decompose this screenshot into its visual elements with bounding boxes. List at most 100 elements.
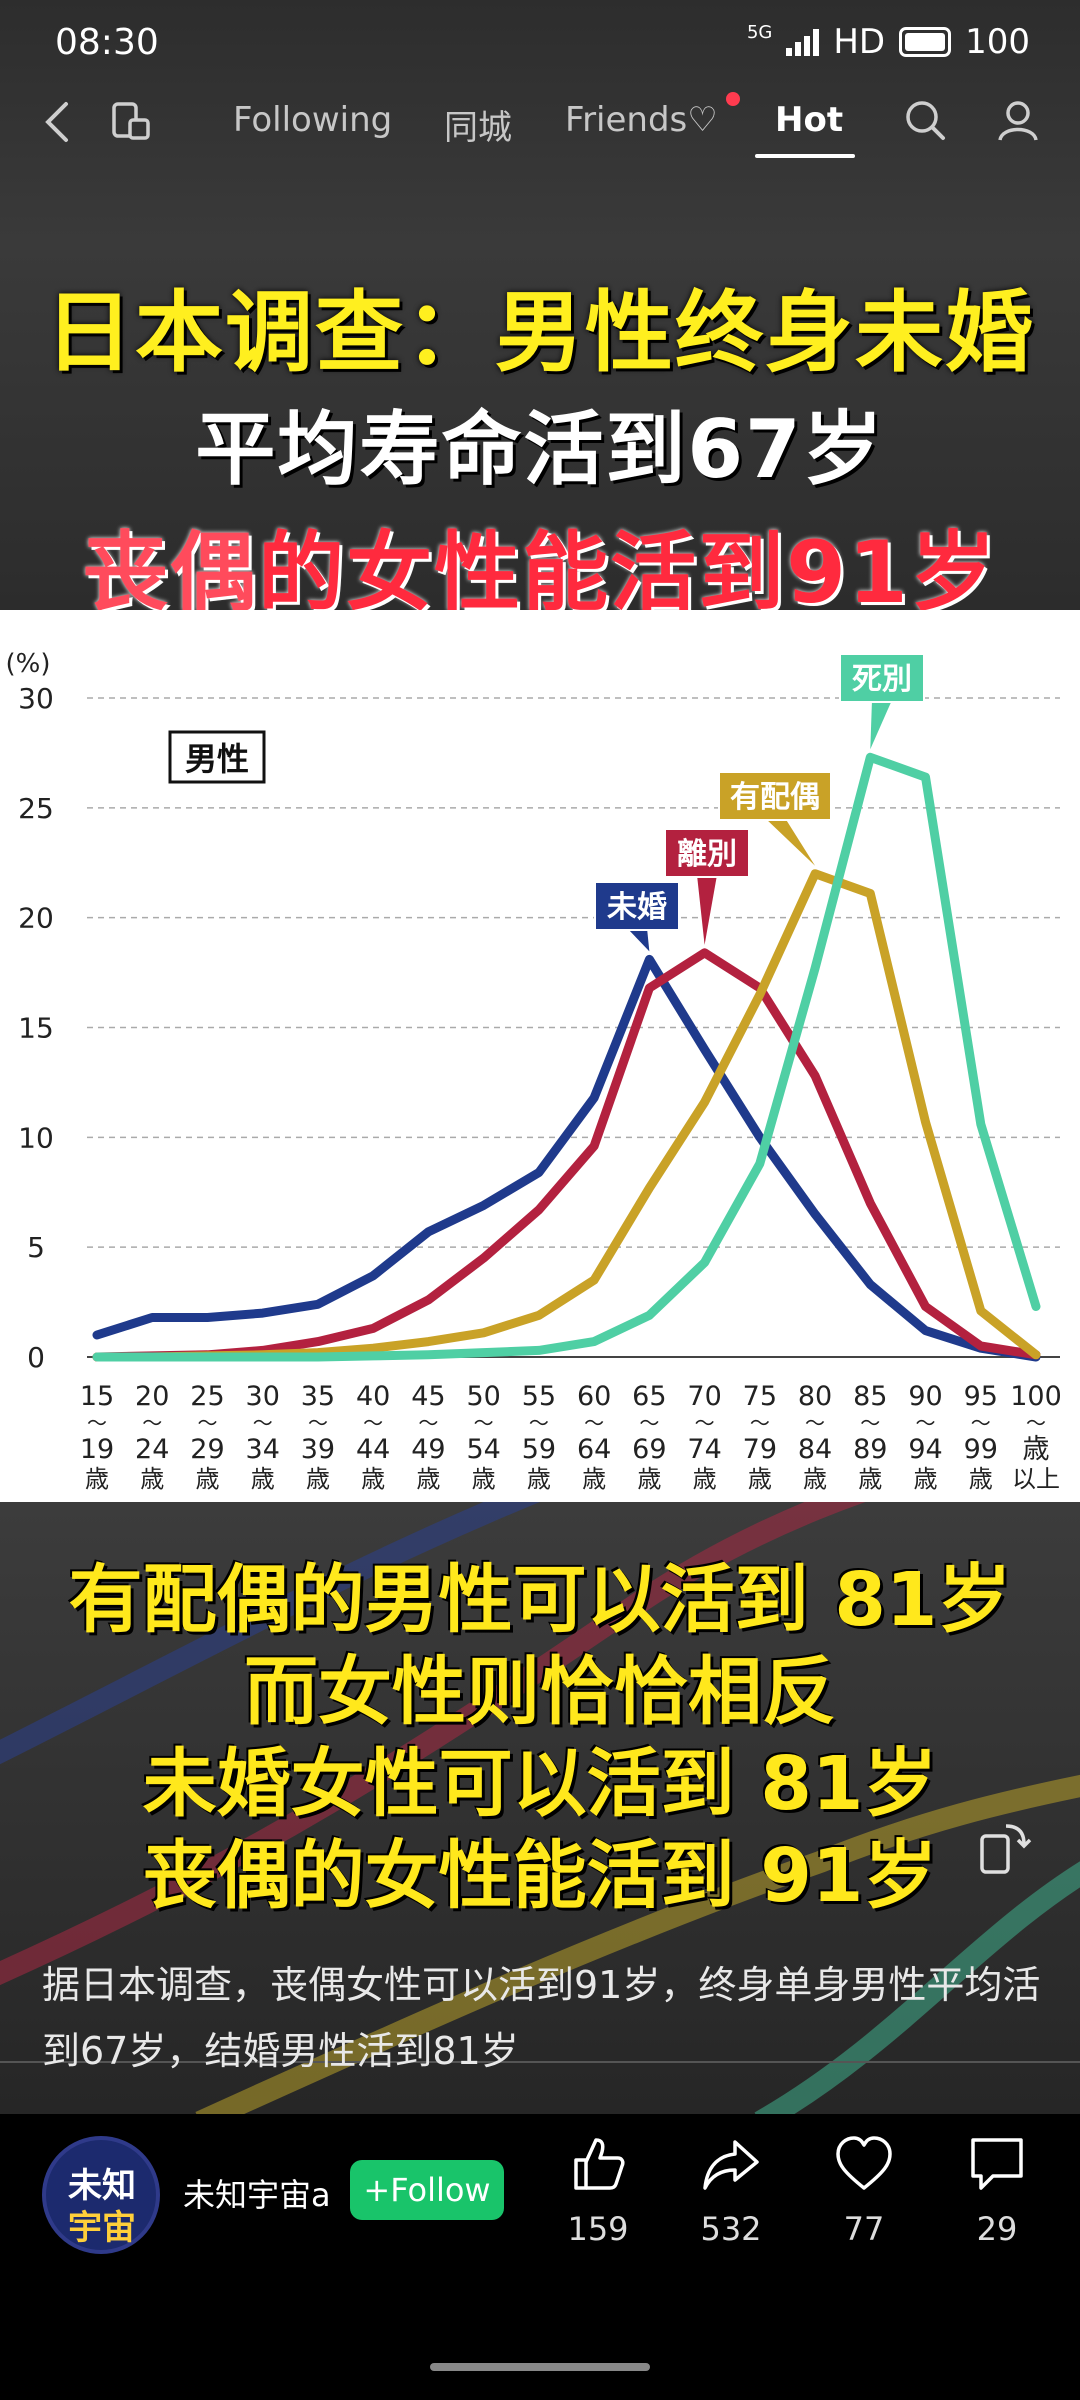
y-tick-label: 15 <box>18 1012 54 1045</box>
x-tick-label-unit: 歳 <box>85 1465 109 1493</box>
comment-button[interactable]: 29 <box>947 2134 1047 2248</box>
x-tick-label: 40 <box>356 1381 390 1412</box>
x-tick-label: 90 <box>908 1381 942 1412</box>
x-tick-separator: 〜 <box>474 1411 494 1435</box>
home-indicator[interactable] <box>430 2363 650 2371</box>
profile-icon[interactable] <box>996 98 1040 144</box>
x-tick-label-unit: 歳 <box>637 1465 661 1493</box>
signal-icon <box>786 28 820 56</box>
x-tick-label: 50 <box>466 1381 500 1412</box>
share-count: 532 <box>700 2210 762 2248</box>
x-tick-label-unit: 歳 <box>251 1465 275 1493</box>
x-tick-label: 55 <box>522 1381 556 1412</box>
notification-dot <box>726 92 740 106</box>
x-tick-label-unit: 歳 <box>914 1465 938 1493</box>
share-button[interactable]: 532 <box>681 2134 781 2248</box>
x-tick-label: 100 <box>1010 1381 1062 1412</box>
callout-box <box>839 653 925 703</box>
video-bottom-frame[interactable] <box>0 1502 1080 2114</box>
x-tick-label-end: 19 <box>80 1434 114 1465</box>
x-tick-label-end: 69 <box>632 1434 666 1465</box>
x-tick-separator: 〜 <box>253 1411 273 1435</box>
tab-following[interactable]: Following <box>233 100 393 140</box>
x-tick-separator: 〜 <box>363 1411 383 1435</box>
x-tick-label: 80 <box>798 1381 832 1412</box>
video-top-frame[interactable]: 08:30 5G HD 100 Following 同城 Friends♡ Ho… <box>0 0 1080 623</box>
x-tick-label-end: 84 <box>798 1434 832 1465</box>
x-tick-separator: 〜 <box>1026 1411 1046 1435</box>
y-axis-label: (%) <box>6 649 51 679</box>
battery-icon <box>899 27 952 57</box>
network-label: 5G <box>746 21 773 43</box>
x-tick-label: 35 <box>301 1381 335 1412</box>
series-label: 離別 <box>677 837 737 872</box>
series-line-0 <box>92 954 1041 1362</box>
series-label: 死別 <box>852 662 912 697</box>
thumbs-up-icon <box>574 2138 625 2190</box>
mini-window-icon[interactable] <box>110 100 152 144</box>
x-tick-separator: 〜 <box>860 1411 880 1435</box>
active-tab-indicator <box>755 154 855 158</box>
x-tick-label-unit: 以上 <box>1012 1465 1060 1493</box>
x-tick-label-end: 39 <box>301 1434 335 1465</box>
video-title-line3-rest: 的女性能活到91岁 <box>258 523 998 623</box>
x-tick-label-unit: 歳 <box>858 1465 882 1493</box>
video-caption[interactable]: 据日本调查，丧偶女性可以活到91岁，终身单身男性平均活到67岁，结婚男性活到81… <box>42 1963 1041 2073</box>
x-tick-label-end: 64 <box>577 1434 611 1465</box>
x-tick-label: 95 <box>964 1381 998 1412</box>
x-tick-separator: 〜 <box>750 1411 770 1435</box>
x-tick-separator: 〜 <box>639 1411 659 1435</box>
x-tick-label-unit: 歳 <box>416 1465 440 1493</box>
line-chart: (%)05101520253015〜19歳20〜24歳25〜29歳30〜34歳3… <box>6 649 1062 1493</box>
follow-button[interactable]: +Follow <box>350 2160 504 2220</box>
y-tick-label: 30 <box>18 682 54 715</box>
x-tick-label: 30 <box>246 1381 280 1412</box>
top-nav: Following 同城 Friends♡ Hot <box>0 92 1080 158</box>
x-tick-label-unit: 歳 <box>527 1465 551 1493</box>
chart-title: 男性 <box>185 740 249 778</box>
avatar-text-top: 未知 <box>68 2166 136 2206</box>
x-tick-label-end: 59 <box>522 1434 556 1465</box>
x-tick-label-end: 54 <box>466 1434 500 1465</box>
author-avatar[interactable]: 未知 宇宙 <box>42 2136 160 2254</box>
x-tick-label: 70 <box>687 1381 721 1412</box>
back-icon[interactable] <box>40 100 76 144</box>
status-icons: 5G HD 100 <box>746 21 1030 63</box>
author-name[interactable]: 未知宇宙a <box>183 2176 331 2214</box>
x-tick-label-end: 34 <box>246 1434 280 1465</box>
x-tick-label: 75 <box>743 1381 777 1412</box>
x-tick-label-end: 24 <box>135 1434 169 1465</box>
favorite-button[interactable]: 77 <box>814 2134 914 2248</box>
y-tick-label: 10 <box>18 1121 54 1154</box>
tab-hot[interactable]: Hot <box>775 100 844 140</box>
x-tick-label: 60 <box>577 1381 611 1412</box>
x-tick-separator: 〜 <box>971 1411 991 1435</box>
video-title-line2: 平均寿命活到67岁 <box>195 403 885 496</box>
rotate-screen-icon[interactable] <box>976 1820 1032 1876</box>
overlay-line2: 而女性则恰恰相反 <box>244 1649 836 1735</box>
favorite-count: 77 <box>843 2210 885 2248</box>
tab-local[interactable]: 同城 <box>444 108 512 148</box>
tab-friends[interactable]: Friends♡ <box>565 100 718 140</box>
callout-box <box>664 828 750 878</box>
search-icon[interactable] <box>903 98 947 144</box>
x-tick-label-end: 44 <box>356 1434 390 1465</box>
battery-level: 100 <box>965 22 1030 62</box>
callout-pointer <box>627 928 650 952</box>
overlay-line3: 未婚女性可以活到 81岁 <box>142 1741 938 1827</box>
x-tick-separator: 〜 <box>916 1411 936 1435</box>
x-tick-label-end: 99 <box>964 1434 998 1465</box>
x-tick-label-unit: 歳 <box>472 1465 496 1493</box>
x-tick-label-unit: 歳 <box>361 1465 385 1493</box>
callout-box <box>594 881 680 931</box>
avatar-text-bottom: 宇宙 <box>68 2208 136 2248</box>
y-tick-label: 25 <box>18 792 54 825</box>
x-tick-label-unit: 歳 <box>693 1465 717 1493</box>
x-tick-separator: 〜 <box>584 1411 604 1435</box>
x-tick-label-unit: 歳 <box>803 1465 827 1493</box>
like-button[interactable]: 159 <box>548 2134 648 2248</box>
x-tick-label-unit: 歳 <box>748 1465 772 1493</box>
video-title-line3-red: 丧偶 <box>82 523 259 623</box>
overlay-line4: 丧偶的女性能活到 91岁 <box>142 1833 938 1919</box>
overlay-line1: 有配偶的男性可以活到 81岁 <box>68 1557 1012 1643</box>
